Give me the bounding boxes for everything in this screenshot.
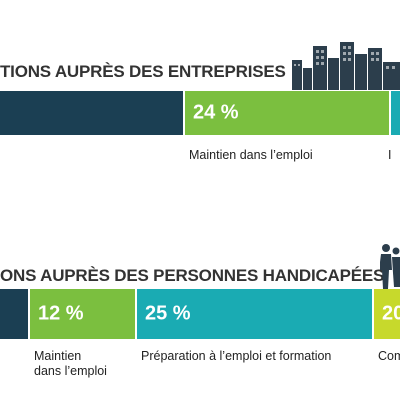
segment-label: Préparation à l’emploi et formation <box>141 349 332 363</box>
bar-personnes-handicapees: 12 % Maintien dans l’emploi 25 % Prépara… <box>0 289 400 378</box>
section-title-personnes-handicapees: ONS AUPRÈS DES PERSONNES HANDICAPÉES <box>0 266 385 285</box>
bar-segment-maintien: 24 % Maintien dans l’emploi <box>185 91 391 162</box>
section-title-entreprises: TIONS AUPRÈS DES ENTREPRISES <box>0 62 286 81</box>
bar-segment-maintien: 12 % Maintien dans l’emploi <box>30 289 137 378</box>
bar-segment-dark <box>0 289 30 339</box>
segment-label: Maintien dans l’emploi <box>34 349 107 378</box>
bar-segment-teal: I <box>388 91 400 162</box>
data-label: 12 % <box>38 302 84 325</box>
segment-label: Maintien dans l’emploi <box>189 148 313 162</box>
bar-segment-preparation: 25 % Préparation à l’emploi et formation <box>137 289 374 363</box>
bar-segment-com: 20 Com <box>374 289 400 363</box>
bar-segment-dark <box>0 91 185 135</box>
segment-label: I <box>388 148 392 162</box>
city-buildings-icon <box>292 42 400 90</box>
bar-entreprises: 24 % Maintien dans l’emploi I <box>0 91 400 162</box>
people-icon <box>380 244 400 289</box>
segment-label: Com <box>378 349 400 363</box>
data-label: 25 % <box>145 302 191 325</box>
data-label: 20 <box>382 302 400 325</box>
data-label: 24 % <box>193 101 239 124</box>
